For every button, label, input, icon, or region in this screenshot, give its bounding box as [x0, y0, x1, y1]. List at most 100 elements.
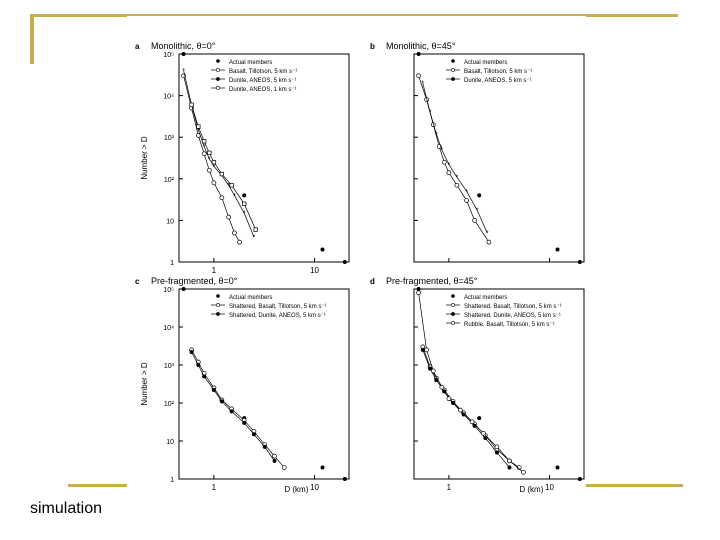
panel-letter-a: a — [135, 42, 140, 51]
x-tick-label: 10 — [310, 483, 319, 492]
x-axis-label: D (km) — [284, 485, 308, 494]
data-point — [430, 368, 436, 374]
y-tick-label: 1 — [170, 260, 174, 267]
legend-entry-label: Actual members — [464, 295, 507, 301]
data-point — [555, 247, 560, 252]
legend-marker — [216, 303, 220, 307]
legend-marker — [451, 59, 455, 63]
series-line — [422, 346, 520, 468]
legend-entry-label: Shattered, Dunite, ANEOS, 5 km s⁻¹ — [229, 313, 326, 319]
panel-frame-c — [178, 288, 350, 480]
data-point — [211, 160, 217, 165]
data-point — [232, 230, 237, 236]
legend-marker — [216, 77, 220, 81]
data-point — [253, 227, 258, 232]
series-line — [422, 349, 510, 468]
data-point — [242, 193, 247, 198]
panel-letter-c: c — [135, 277, 140, 286]
data-point: * — [465, 189, 468, 196]
series-line — [183, 70, 255, 238]
data-point: * — [421, 81, 424, 88]
y-tick-label: 10² — [164, 401, 175, 408]
panel-frame-b — [413, 53, 585, 263]
y-tick-label: 10⁵ — [163, 52, 174, 59]
data-point — [555, 465, 560, 470]
series-line — [183, 75, 240, 243]
data-point — [201, 151, 207, 157]
legend-entry-label: Rubble, Basalt, Tillotson, 5 km s⁻¹ — [464, 322, 555, 328]
data-point — [229, 409, 234, 414]
data-point — [320, 247, 325, 252]
series-line — [418, 75, 490, 243]
y-tick-label: 10⁵ — [163, 287, 174, 294]
series-line — [422, 82, 488, 234]
legend-marker — [216, 294, 220, 298]
data-point — [458, 407, 463, 413]
data-point — [219, 171, 225, 177]
data-point — [507, 465, 512, 470]
data-point — [486, 239, 492, 245]
data-point — [242, 420, 247, 425]
legend-entry-label: Shattered, Basalt, Tillotson, 5 km s⁻¹ — [464, 304, 562, 310]
data-point — [219, 399, 224, 404]
data-point: * — [486, 230, 489, 237]
data-point — [202, 374, 207, 379]
panel-letter-d: d — [370, 277, 375, 286]
slide-caption: simulation — [30, 500, 103, 517]
data-point — [196, 124, 201, 129]
x-tick-label: 1 — [212, 483, 217, 492]
slide-accent-vertical-bar — [30, 14, 34, 64]
legend-entry-label: Dunite, ANEOS, 1 km s⁻¹ — [229, 87, 297, 93]
data-point — [320, 465, 325, 470]
data-point: * — [448, 162, 451, 169]
data-point — [424, 347, 429, 353]
data-point — [416, 52, 421, 56]
series-line — [191, 349, 285, 468]
data-point: * — [253, 234, 256, 241]
data-point — [226, 214, 231, 220]
data-point: * — [182, 68, 185, 75]
legend-entry-label: Shattered, Basalt, Tillotson, 5 km s⁻¹ — [229, 304, 327, 310]
data-point: * — [435, 131, 438, 138]
data-point — [416, 290, 421, 296]
legend-entry-label: Actual members — [229, 295, 272, 301]
data-point: * — [476, 207, 479, 214]
y-tick-label: 10² — [164, 177, 175, 184]
legend-marker — [451, 294, 455, 298]
data-point — [428, 366, 433, 371]
data-point — [272, 453, 277, 459]
data-point — [189, 102, 194, 107]
x-tick-label: 10 — [545, 483, 554, 492]
data-point — [454, 182, 460, 188]
y-tick-label: 10³ — [164, 363, 175, 370]
panel-title-a: Monolithic, θ=0° — [151, 41, 216, 51]
legend-marker — [216, 86, 220, 90]
data-point — [219, 195, 225, 201]
data-point: * — [233, 193, 236, 200]
legend-entry-label: Basalt, Tillotson, 5 km s⁻¹ — [229, 69, 297, 75]
data-point — [521, 469, 526, 475]
data-point: * — [221, 173, 224, 180]
data-point — [251, 432, 256, 437]
y-tick-label: 10⁴ — [163, 325, 174, 332]
panel-frame-d — [413, 288, 585, 480]
data-point — [461, 412, 466, 417]
data-point — [446, 170, 452, 176]
data-point — [211, 387, 216, 392]
data-point — [477, 416, 482, 421]
data-point: * — [243, 211, 246, 218]
panel-letter-b: b — [370, 42, 375, 51]
data-point — [477, 193, 482, 198]
data-point — [206, 167, 212, 173]
data-point — [181, 52, 186, 56]
legend-marker — [216, 59, 220, 63]
x-tick-label: 1 — [212, 266, 217, 275]
figure-svg: a Monolithic, θ=0° 1 10 10² 10³ 10⁴ 10⁵ 1 10 Numbe… — [135, 41, 585, 494]
data-point — [472, 218, 477, 223]
data-point — [229, 183, 234, 188]
data-point — [420, 347, 425, 352]
series-line — [191, 351, 275, 462]
data-point — [481, 430, 486, 436]
legend-marker — [451, 312, 455, 316]
data-point: * — [429, 110, 432, 117]
